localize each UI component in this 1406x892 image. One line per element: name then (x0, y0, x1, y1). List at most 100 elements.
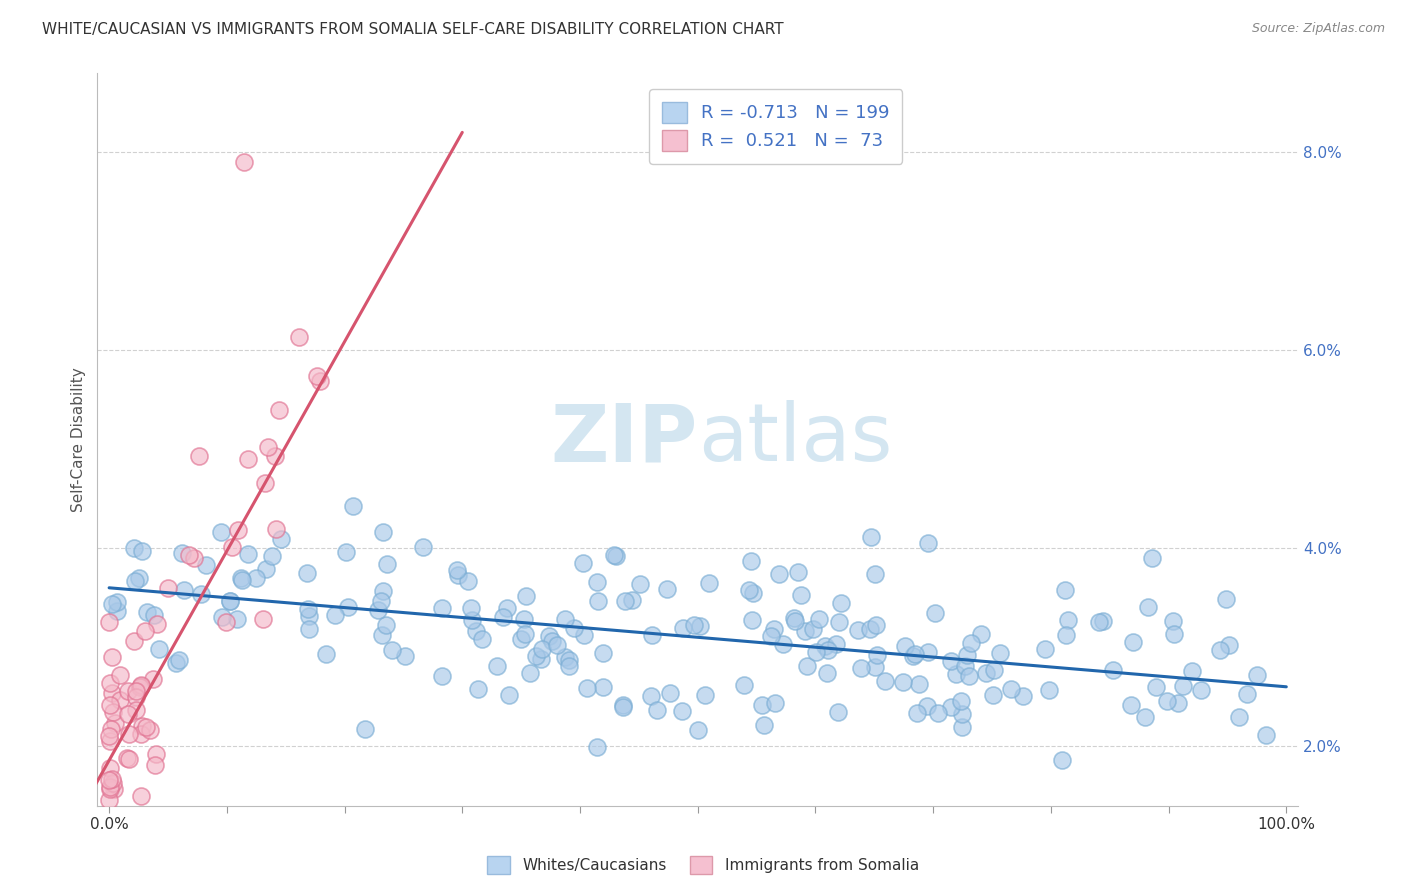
Point (907, 677, 929, 691)
Point (190, 587, 212, 601)
Point (640, 689, 662, 703)
Point (342, 499, 364, 513)
Point (1038, 683, 1060, 698)
Point (768, 566, 790, 581)
Point (134, 624, 156, 638)
Point (1054, 628, 1077, 642)
Point (904, 648, 927, 662)
Point (645, 703, 668, 717)
Point (98, 733, 121, 747)
Point (298, 608, 321, 623)
Point (952, 706, 974, 721)
Point (827, 705, 849, 719)
Point (146, 617, 169, 632)
Point (1033, 641, 1056, 656)
Point (177, 548, 200, 562)
Point (1161, 614, 1184, 628)
Point (169, 653, 191, 667)
Point (315, 647, 337, 661)
Point (924, 607, 946, 621)
Point (945, 667, 967, 681)
Point (1144, 681, 1167, 695)
Point (467, 681, 489, 696)
Point (1209, 643, 1232, 657)
Point (859, 622, 882, 636)
Point (519, 666, 541, 681)
Point (530, 652, 553, 666)
Point (461, 613, 484, 627)
Point (267, 403, 290, 417)
Point (354, 723, 377, 737)
Point (254, 562, 277, 576)
Point (586, 574, 609, 589)
Legend: R = -0.713   N = 199, R =  0.521   N =  73: R = -0.713 N = 199, R = 0.521 N = 73 (650, 89, 903, 163)
Point (131, 544, 153, 558)
Point (515, 590, 537, 604)
Point (754, 718, 776, 732)
Point (605, 549, 627, 563)
Point (233, 155, 256, 169)
Point (367, 602, 389, 616)
Point (783, 611, 806, 625)
Point (105, 822, 128, 837)
Point (1053, 582, 1076, 597)
Point (219, 594, 242, 608)
Point (430, 600, 453, 615)
Text: WHITE/CAUCASIAN VS IMMIGRANTS FROM SOMALIA SELF-CARE DISABILITY CORRELATION CHAR: WHITE/CAUCASIAN VS IMMIGRANTS FROM SOMAL… (42, 22, 783, 37)
Point (891, 674, 914, 689)
Point (1181, 664, 1204, 678)
Point (260, 549, 283, 563)
Point (950, 719, 973, 733)
Point (257, 441, 280, 455)
Point (145, 747, 167, 761)
Point (894, 639, 917, 653)
Point (817, 643, 839, 657)
Point (927, 706, 949, 721)
Point (211, 610, 233, 624)
Point (457, 574, 479, 588)
Point (122, 634, 145, 648)
Point (612, 698, 634, 712)
Point (125, 690, 148, 705)
Point (988, 646, 1011, 660)
Point (956, 648, 979, 662)
Point (101, 831, 124, 846)
Point (187, 449, 209, 463)
Point (131, 719, 153, 733)
Point (221, 541, 243, 555)
Point (166, 830, 188, 844)
Point (446, 563, 468, 577)
Point (135, 605, 157, 619)
Point (104, 715, 127, 730)
Point (541, 634, 564, 648)
Point (524, 648, 547, 663)
Point (530, 642, 553, 657)
Point (1163, 627, 1185, 641)
Point (575, 681, 598, 696)
Point (148, 848, 170, 863)
Point (865, 648, 887, 662)
Point (111, 828, 134, 842)
Point (129, 853, 152, 867)
Point (901, 649, 924, 664)
Point (117, 707, 139, 722)
Point (394, 649, 416, 664)
Point (558, 659, 581, 673)
Point (1171, 679, 1194, 693)
Point (741, 586, 763, 600)
Point (1156, 694, 1178, 708)
Point (323, 608, 346, 623)
Point (412, 540, 434, 554)
Point (226, 523, 249, 537)
Point (846, 623, 869, 637)
Point (1218, 638, 1240, 652)
Point (815, 665, 838, 680)
Point (105, 595, 128, 609)
Point (588, 594, 610, 608)
Point (159, 845, 181, 859)
Point (370, 594, 392, 608)
Point (101, 705, 124, 719)
Point (765, 696, 787, 710)
Point (1215, 592, 1237, 607)
Point (738, 582, 761, 597)
